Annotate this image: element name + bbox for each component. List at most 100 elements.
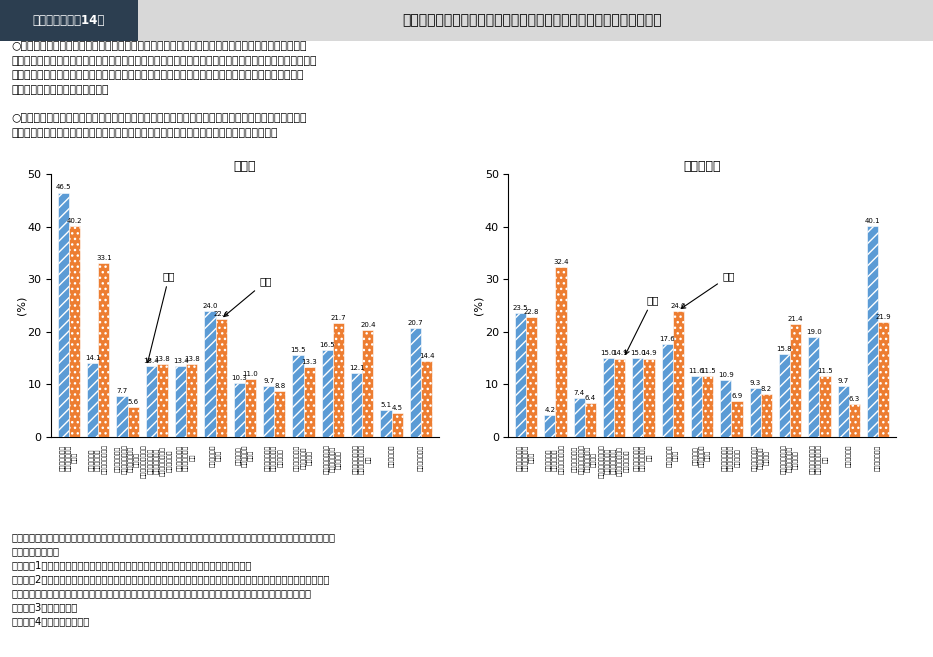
Text: 適当な教育訓練
機関が見つから
ない: 適当な教育訓練 機関が見つから ない [634,444,652,470]
Text: コース受講等資
格取得の効果が
定かでない: コース受講等資 格取得の効果が 定かでない [265,444,284,470]
Text: 33.1: 33.1 [96,255,112,261]
Text: ○　労働者が自己啓発を行う上で感じている課題について男女別・雇用形態別にみると、正社員では
　男女ともに「仕事が忙しくて自己啓発の余裕がない」の割合が最も高いほ: ○ 労働者が自己啓発を行う上で感じている課題について男女別・雇用形態別にみると、… [11,41,316,95]
Text: 32.4: 32.4 [553,258,569,265]
Text: コース等の
情報が得られ
にくい: コース等の 情報が得られ にくい [236,444,254,467]
Text: 自分の目指すべき
キャリアがわから
ない: 自分の目指すべき キャリアがわから ない [811,444,829,474]
Text: 費用がかかり
すぎる: 費用がかかり すぎる [667,444,678,467]
Text: コース等の
情報が得られ
にくい: コース等の 情報が得られ にくい [693,444,711,467]
Text: 11.5: 11.5 [817,369,833,374]
Bar [867,226,878,437]
Text: 19.0: 19.0 [806,329,822,335]
Text: 仕事が忙しくて
自己啓発の余裕
がない: 仕事が忙しくて 自己啓発の余裕 がない [60,444,78,470]
Bar [274,391,285,437]
Bar [633,358,644,437]
Bar [849,404,860,437]
Bar [421,361,432,437]
Text: 特に問題はない: 特に問題はない [875,444,881,470]
Text: 40.1: 40.1 [865,218,881,224]
Text: 23.5: 23.5 [513,306,528,311]
Text: 11.0: 11.0 [243,371,258,377]
Text: 労働者が自己啓発を行う上で感じている課題（男女別・雇用形態別）: 労働者が自己啓発を行う上で感じている課題（男女別・雇用形態別） [402,13,661,28]
Text: 20.7: 20.7 [408,320,424,326]
Text: 適当な教育訓練
機関が見つから
ない: 適当な教育訓練 機関が見つから ない [177,444,195,470]
Text: 9.7: 9.7 [838,378,849,384]
Bar [731,401,743,437]
Text: 15.5: 15.5 [290,348,306,353]
Text: 6.4: 6.4 [585,395,596,401]
Text: 13.4: 13.4 [173,358,188,365]
Bar [128,407,139,437]
Bar [69,225,80,437]
Bar [526,317,537,437]
Bar [585,403,596,437]
Text: 16.5: 16.5 [319,342,335,348]
Bar [117,396,128,437]
Text: 男性: 男性 [146,271,175,363]
Text: 8.2: 8.2 [760,386,772,392]
Bar [362,330,373,437]
Text: 家事・育児が
忙しくて自己
啓発の余裕がない: 家事・育児が 忙しくて自己 啓発の余裕がない [90,444,107,474]
Text: 24.0: 24.0 [202,303,217,309]
Text: 21.9: 21.9 [876,313,891,320]
Title: 正社員: 正社員 [233,160,257,173]
Text: 自己啓発の成果
が社内で評価
されない: 自己啓発の成果 が社内で評価 されない [752,444,770,470]
Text: 費用がかかり
すぎる: 費用がかかり すぎる [210,444,221,467]
Text: 40.2: 40.2 [67,217,82,223]
Bar [263,386,274,437]
Text: 短時間勤務等と
して自分でできる
自己啓発が見つ
からない: 短時間勤務等と して自分でできる 自己啓発が見つ からない [116,444,140,474]
Text: 自己啓発の成果
が社内で評価
されない: 自己啓発の成果 が社内で評価 されない [295,444,313,470]
Bar [410,328,421,437]
Text: 21.4: 21.4 [787,316,803,323]
Text: 20.4: 20.4 [360,321,376,328]
Text: 特に問題はない: 特に問題はない [418,444,424,470]
Bar [98,263,109,437]
Text: 仕事が忙しくて
自己啓発の余裕
がない: 仕事が忙しくて 自己啓発の余裕 がない [517,444,536,470]
Text: 15.0: 15.0 [601,350,617,356]
Text: 休職取得・定時退・
短時間勤務等の
整備が不十分な
会社・自己啓発が
見つからない: 休職取得・定時退・ 短時間勤務等の 整備が不十分な 会社・自己啓発が 見つからな… [142,444,173,478]
Bar [779,354,790,437]
Text: 8.8: 8.8 [274,382,285,388]
Bar [720,380,731,437]
Text: 14.9: 14.9 [612,350,628,357]
Text: 13.8: 13.8 [155,356,171,362]
Y-axis label: (%): (%) [473,296,483,315]
Text: 22.4: 22.4 [214,311,229,317]
Text: どのようなコース
を選べばよいか
わからない: どのようなコース を選べばよいか わからない [324,444,342,474]
Text: 5.1: 5.1 [381,402,392,408]
Bar [614,359,625,437]
Bar [303,367,314,437]
Bar [819,376,830,437]
Bar [878,322,889,437]
Text: 12.1: 12.1 [349,365,365,371]
Text: コース受講等資
格取得の効果が
定かでない: コース受講等資 格取得の効果が 定かでない [722,444,741,470]
Text: 10.3: 10.3 [231,374,247,380]
Text: 6.3: 6.3 [849,396,860,401]
Text: 13.8: 13.8 [184,356,200,362]
Bar [204,311,216,437]
Bar [216,319,227,437]
Bar [702,376,713,437]
Bar [838,386,849,437]
Text: 女性: 女性 [224,277,272,317]
Text: 4.2: 4.2 [544,407,555,413]
Text: 休職取得・定時退・
短時間勤務等の
整備が不十分な
会社・自己啓発が
見つからない: 休職取得・定時退・ 短時間勤務等の 整備が不十分な 会社・自己啓発が 見つからな… [599,444,630,478]
Bar [0,0,138,41]
Text: 15.8: 15.8 [776,346,792,351]
Bar [157,365,168,437]
Text: 6.9: 6.9 [731,392,743,399]
Bar [749,388,760,437]
Text: 9.3: 9.3 [749,380,760,386]
Text: 14.1: 14.1 [85,355,101,361]
Text: 14.9: 14.9 [641,350,657,357]
Text: 女性: 女性 [681,271,735,309]
Text: 11.5: 11.5 [700,369,716,374]
Bar [515,313,526,437]
Text: 15.0: 15.0 [630,350,646,356]
Bar [673,311,684,437]
Text: その他の問題: その他の問題 [389,444,395,467]
Bar [138,0,933,41]
Text: 男性: 男性 [625,295,659,355]
Bar [790,325,801,437]
Bar [661,344,673,437]
Text: ○　正社員以外では正社員と同様、女性で「家事・育児が忙しくて自己啓発の余裕がない」の割合が
　男性よりも高いほか、「特に問題はない」とする者の割合が男女ともに正: ○ 正社員以外では正社員と同様、女性で「家事・育児が忙しくて自己啓発の余裕がない… [11,113,307,138]
